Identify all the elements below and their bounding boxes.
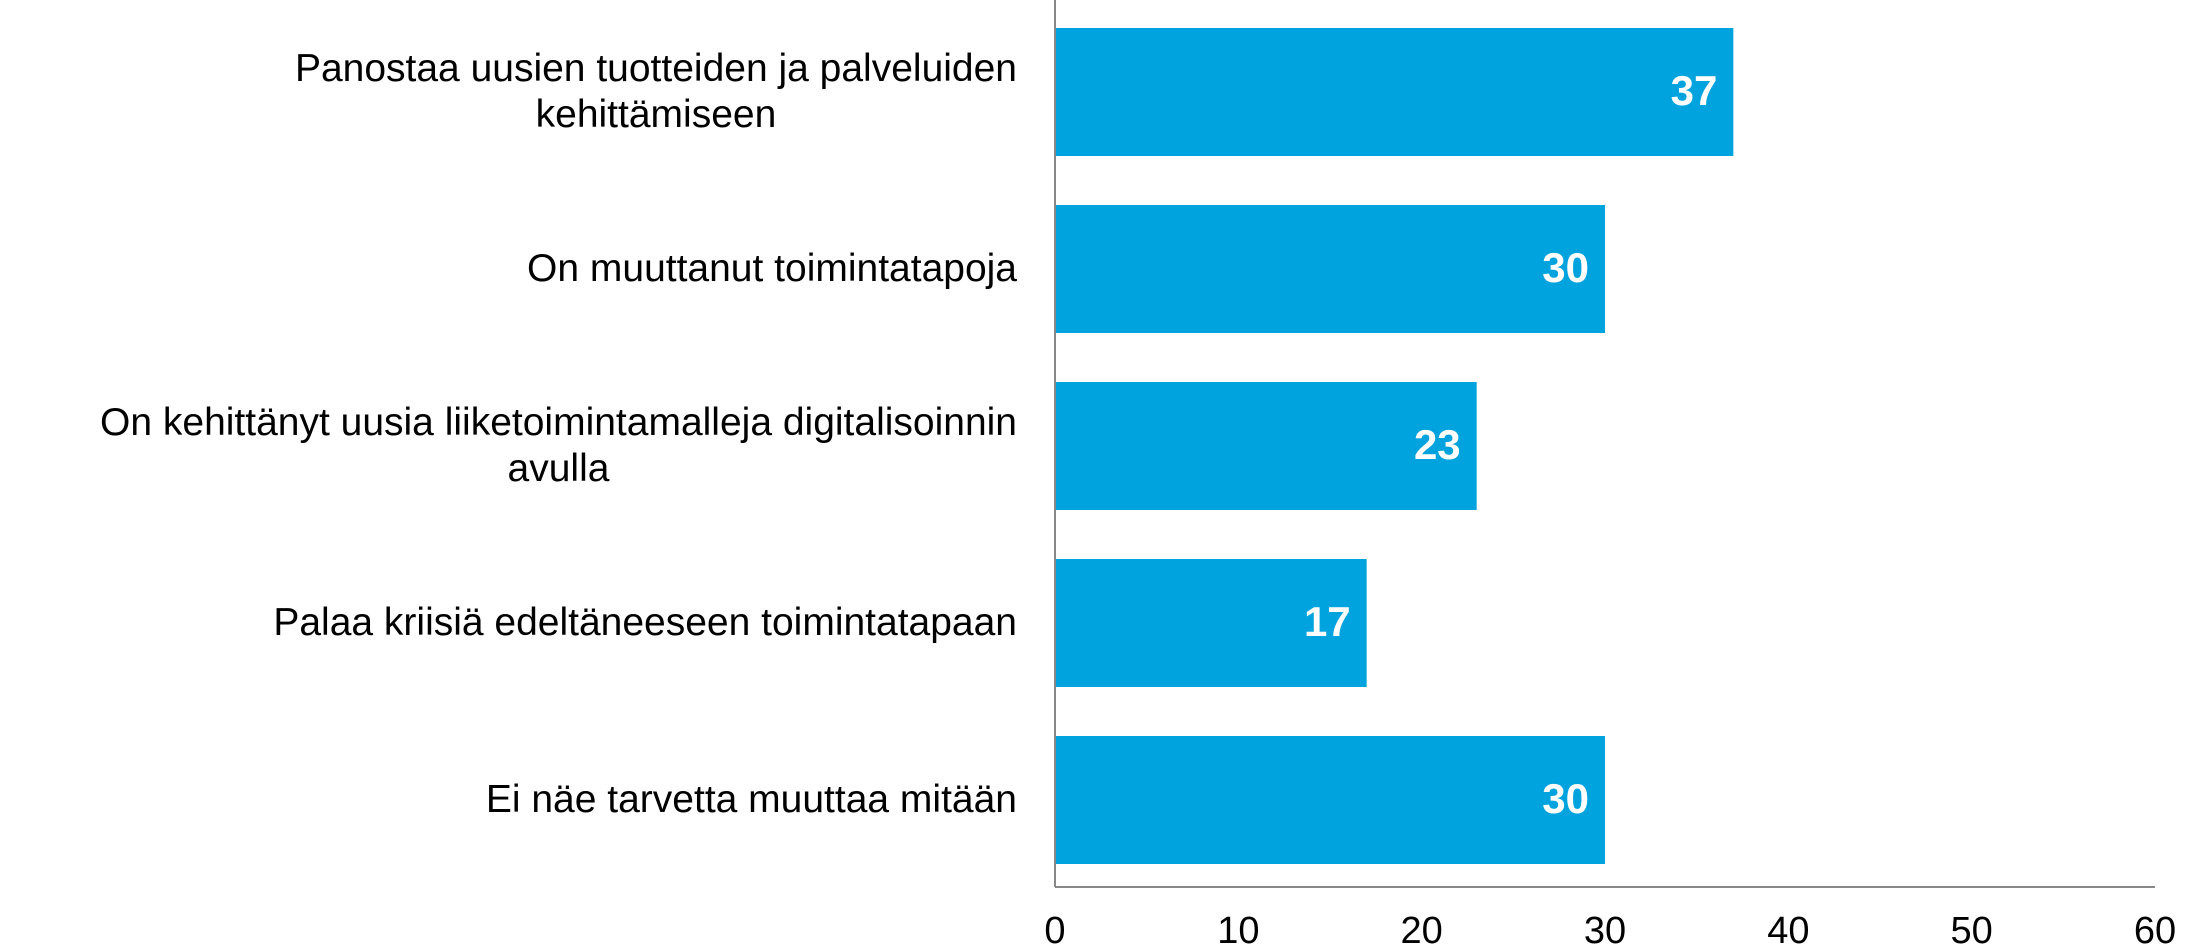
x-tick-label: 0: [1044, 910, 1065, 950]
bar: [1055, 736, 1605, 864]
x-tick-label: 60: [2134, 910, 2176, 950]
category-label: Panostaa uusien tuotteiden ja palveluide…: [294, 47, 1017, 136]
data-label: 37: [1671, 67, 1718, 114]
data-label: 30: [1542, 775, 1589, 822]
x-tick-label: 10: [1217, 910, 1259, 950]
x-tick-label: 40: [1767, 910, 1809, 950]
category-label: Palaa kriisiä edeltäneeseen toimintatapa…: [273, 601, 1017, 644]
bar: [1055, 28, 1734, 156]
data-label: 23: [1414, 421, 1461, 468]
x-tick-label: 20: [1401, 910, 1443, 950]
data-label: 30: [1542, 244, 1589, 291]
bar: [1055, 205, 1605, 333]
bar: [1055, 382, 1477, 510]
bar: [1055, 559, 1367, 687]
category-label: On muuttanut toimintatapoja: [527, 247, 1017, 290]
x-tick-label: 50: [1951, 910, 1993, 950]
x-tick-label: 30: [1584, 910, 1626, 950]
data-label: 17: [1304, 598, 1351, 645]
category-label: Ei näe tarvetta muuttaa mitään: [485, 778, 1017, 821]
category-label: On kehittänyt uusia liiketoimintamalleja…: [100, 401, 1017, 490]
